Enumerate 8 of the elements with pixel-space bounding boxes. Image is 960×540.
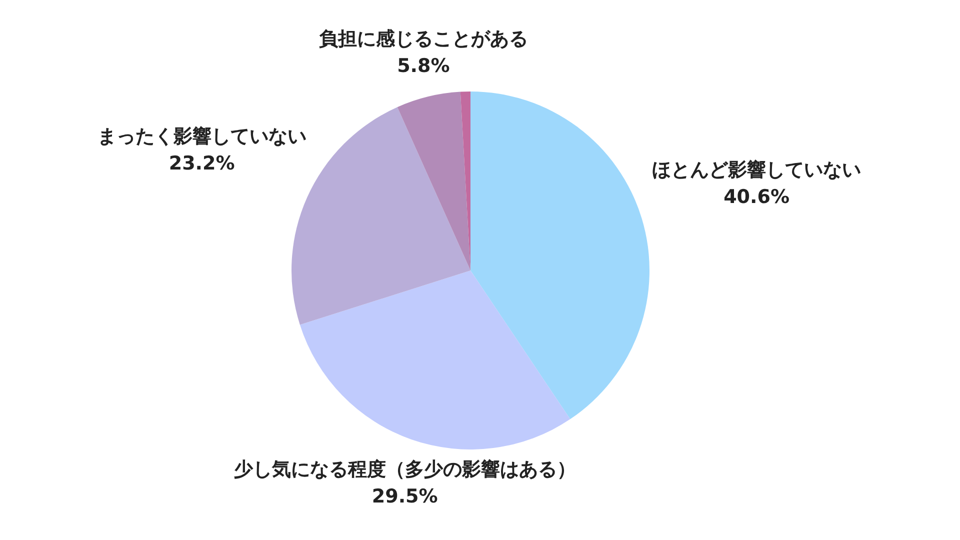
slice-label: ほとんど影響していない — [652, 158, 862, 181]
data-label: 29.5% — [372, 485, 438, 508]
data-label: 23.2% — [168, 152, 235, 175]
data-label: 5.8% — [397, 55, 450, 78]
slice-label: まったく影響していない — [97, 126, 306, 148]
slice-label: 負担に感じることがある — [318, 28, 528, 50]
slice-label: 少し気になる程度（多少の影響はある） — [234, 458, 576, 480]
data-label: 40.6% — [724, 186, 790, 208]
